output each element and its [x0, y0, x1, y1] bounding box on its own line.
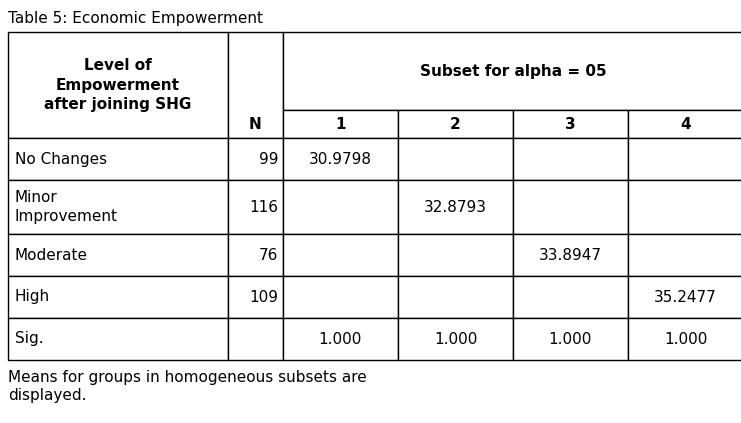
- Bar: [628, 180, 741, 234]
- Bar: [283, 276, 398, 318]
- Text: Minor
Improvement: Minor Improvement: [15, 190, 118, 224]
- Bar: [283, 110, 398, 138]
- Bar: [8, 138, 228, 180]
- Bar: [628, 138, 741, 180]
- Bar: [228, 138, 283, 180]
- Bar: [228, 234, 283, 276]
- Bar: [628, 234, 741, 276]
- Bar: [628, 110, 741, 138]
- Bar: [8, 32, 228, 138]
- Text: 30.9798: 30.9798: [309, 151, 372, 167]
- Text: 4: 4: [680, 116, 691, 132]
- Bar: [8, 180, 228, 234]
- Bar: [398, 138, 513, 180]
- Bar: [513, 234, 628, 276]
- Bar: [398, 318, 513, 360]
- Bar: [228, 32, 283, 138]
- Bar: [513, 138, 628, 180]
- Text: N: N: [249, 116, 262, 132]
- Text: 32.8793: 32.8793: [424, 200, 487, 214]
- Text: 76: 76: [259, 247, 278, 263]
- Bar: [513, 180, 628, 234]
- Bar: [228, 276, 283, 318]
- Text: 35.2477: 35.2477: [654, 289, 717, 305]
- Text: Level of
Empowerment
after joining SHG: Level of Empowerment after joining SHG: [44, 58, 192, 112]
- Text: Means for groups in homogeneous subsets are: Means for groups in homogeneous subsets …: [8, 370, 367, 385]
- Bar: [283, 180, 398, 234]
- Text: Table 5: Economic Empowerment: Table 5: Economic Empowerment: [8, 11, 263, 25]
- Text: No Changes: No Changes: [15, 151, 107, 167]
- Bar: [283, 234, 398, 276]
- Bar: [513, 276, 628, 318]
- Text: 1.000: 1.000: [319, 332, 362, 346]
- Bar: [8, 276, 228, 318]
- Bar: [283, 138, 398, 180]
- Text: Moderate: Moderate: [15, 247, 88, 263]
- Text: 2: 2: [450, 116, 461, 132]
- Bar: [398, 110, 513, 138]
- Bar: [283, 318, 398, 360]
- Bar: [398, 276, 513, 318]
- Bar: [228, 318, 283, 360]
- Text: 1.000: 1.000: [549, 332, 592, 346]
- Bar: [228, 180, 283, 234]
- Bar: [513, 318, 628, 360]
- Bar: [8, 318, 228, 360]
- Text: 3: 3: [565, 116, 576, 132]
- Text: 116: 116: [249, 200, 278, 214]
- Text: 99: 99: [259, 151, 278, 167]
- Bar: [8, 234, 228, 276]
- Text: High: High: [15, 289, 50, 305]
- Text: displayed.: displayed.: [8, 388, 87, 403]
- Text: 1.000: 1.000: [433, 332, 477, 346]
- Text: 33.8947: 33.8947: [539, 247, 602, 263]
- Bar: [513, 110, 628, 138]
- Text: 1: 1: [335, 116, 346, 132]
- Bar: [398, 180, 513, 234]
- Bar: [283, 32, 741, 110]
- Bar: [628, 318, 741, 360]
- Bar: [628, 276, 741, 318]
- Text: Sig.: Sig.: [15, 332, 44, 346]
- Text: 109: 109: [249, 289, 278, 305]
- Text: Subset for alpha = 05: Subset for alpha = 05: [419, 63, 606, 79]
- Bar: [398, 234, 513, 276]
- Text: 1.000: 1.000: [664, 332, 707, 346]
